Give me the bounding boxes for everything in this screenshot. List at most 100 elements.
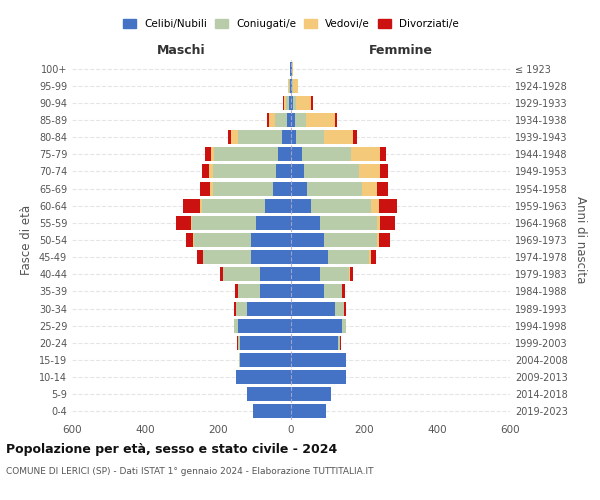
Bar xyxy=(238,284,260,298)
Bar xyxy=(338,336,340,350)
Bar xyxy=(293,96,296,110)
Bar xyxy=(292,62,293,76)
Text: Maschi: Maschi xyxy=(157,44,206,57)
Bar xyxy=(238,130,282,144)
Bar xyxy=(223,268,260,281)
Bar xyxy=(359,164,380,178)
Bar xyxy=(209,182,212,196)
Bar xyxy=(291,250,328,264)
Bar xyxy=(265,198,291,212)
Bar xyxy=(377,182,388,196)
Bar xyxy=(304,164,359,178)
Bar xyxy=(191,216,193,230)
Bar xyxy=(324,130,353,144)
Bar xyxy=(200,182,209,196)
Text: Femmine: Femmine xyxy=(368,44,433,57)
Bar xyxy=(311,198,371,212)
Bar xyxy=(282,130,291,144)
Bar xyxy=(291,164,304,178)
Bar xyxy=(278,148,291,162)
Bar xyxy=(209,164,212,178)
Bar xyxy=(231,130,238,144)
Bar xyxy=(342,284,345,298)
Bar xyxy=(291,113,295,127)
Bar xyxy=(256,216,291,230)
Legend: Celibi/Nubili, Coniugati/e, Vedovi/e, Divorziati/e: Celibi/Nubili, Coniugati/e, Vedovi/e, Di… xyxy=(119,15,463,34)
Bar xyxy=(176,216,191,230)
Bar xyxy=(349,268,350,281)
Bar xyxy=(371,198,379,212)
Bar xyxy=(291,370,346,384)
Bar xyxy=(203,250,251,264)
Bar xyxy=(228,130,231,144)
Bar xyxy=(362,182,377,196)
Bar xyxy=(238,336,240,350)
Bar xyxy=(377,233,379,247)
Bar xyxy=(235,284,238,298)
Bar xyxy=(324,284,342,298)
Bar xyxy=(205,148,211,162)
Bar xyxy=(193,216,256,230)
Bar xyxy=(291,182,307,196)
Bar xyxy=(247,302,291,316)
Bar xyxy=(320,268,349,281)
Bar xyxy=(291,404,326,418)
Bar xyxy=(251,250,291,264)
Bar xyxy=(193,233,194,247)
Bar xyxy=(380,216,395,230)
Text: Popolazione per età, sesso e stato civile - 2024: Popolazione per età, sesso e stato civil… xyxy=(6,442,337,456)
Bar xyxy=(307,182,362,196)
Bar xyxy=(247,388,291,402)
Bar xyxy=(302,148,351,162)
Bar xyxy=(253,404,291,418)
Bar xyxy=(240,353,291,367)
Bar xyxy=(380,148,386,162)
Bar xyxy=(220,268,223,281)
Bar xyxy=(235,302,236,316)
Bar xyxy=(214,148,278,162)
Bar xyxy=(351,148,380,162)
Bar xyxy=(211,148,214,162)
Bar xyxy=(290,62,291,76)
Bar xyxy=(342,318,346,332)
Bar xyxy=(335,302,344,316)
Bar xyxy=(236,370,291,384)
Bar xyxy=(233,318,235,332)
Bar xyxy=(291,78,292,92)
Bar xyxy=(291,96,293,110)
Bar xyxy=(371,250,376,264)
Bar xyxy=(202,198,265,212)
Bar xyxy=(291,284,324,298)
Bar xyxy=(344,302,346,316)
Bar xyxy=(200,198,202,212)
Bar xyxy=(239,353,240,367)
Bar xyxy=(235,318,238,332)
Bar xyxy=(291,268,320,281)
Text: COMUNE DI LERICI (SP) - Dati ISTAT 1° gennaio 2024 - Elaborazione TUTTITALIA.IT: COMUNE DI LERICI (SP) - Dati ISTAT 1° ge… xyxy=(6,468,373,476)
Y-axis label: Fasce di età: Fasce di età xyxy=(20,205,33,275)
Bar xyxy=(291,148,302,162)
Bar xyxy=(277,164,291,178)
Bar xyxy=(291,130,296,144)
Bar xyxy=(240,336,291,350)
Y-axis label: Anni di nascita: Anni di nascita xyxy=(574,196,587,284)
Bar xyxy=(380,164,388,178)
Bar xyxy=(296,130,324,144)
Bar xyxy=(340,336,341,350)
Bar xyxy=(184,198,200,212)
Bar xyxy=(311,96,313,110)
Bar xyxy=(269,113,275,127)
Bar xyxy=(251,233,291,247)
Bar xyxy=(291,198,311,212)
Bar xyxy=(186,233,193,247)
Bar xyxy=(197,250,203,264)
Bar xyxy=(379,198,397,212)
Bar xyxy=(291,233,324,247)
Bar xyxy=(379,233,389,247)
Bar xyxy=(286,96,289,110)
Bar xyxy=(377,216,380,230)
Bar xyxy=(324,233,377,247)
Bar xyxy=(260,268,291,281)
Bar xyxy=(267,113,269,127)
Bar xyxy=(292,78,293,92)
